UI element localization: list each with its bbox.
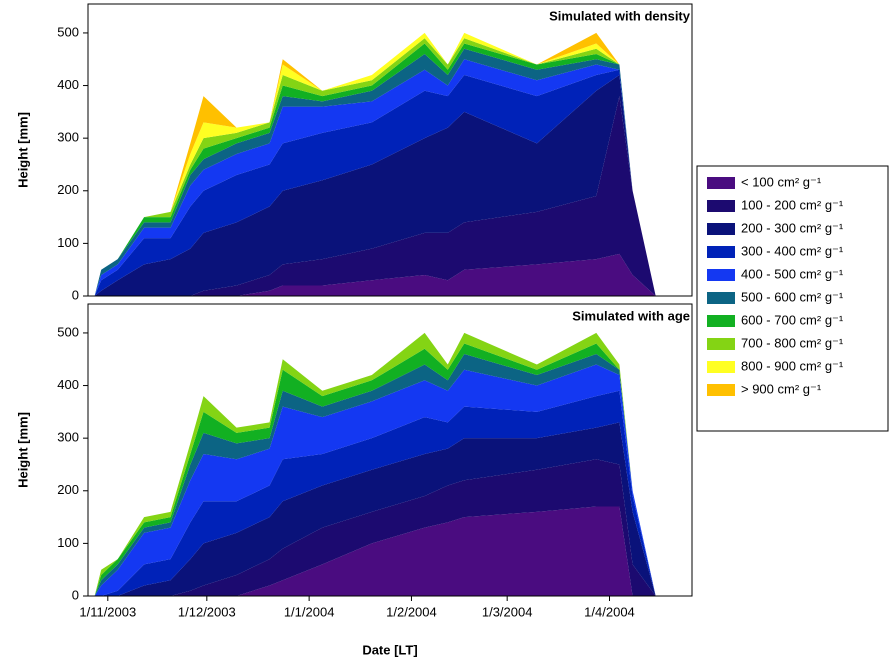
legend-swatch	[707, 384, 735, 396]
y-tick-label: 200	[57, 482, 79, 497]
y-tick-label: 500	[57, 324, 79, 339]
legend-label: 800 - 900 cm² g⁻¹	[741, 358, 844, 373]
y-tick-label: 100	[57, 235, 79, 250]
legend-swatch	[707, 177, 735, 189]
legend-label: 100 - 200 cm² g⁻¹	[741, 197, 844, 212]
legend-swatch	[707, 200, 735, 212]
y-tick-label: 400	[57, 77, 79, 92]
x-tick-label: 1/2/2004	[386, 604, 437, 619]
legend-swatch	[707, 292, 735, 304]
y-tick-label: 100	[57, 535, 79, 550]
y-tick-label: 0	[72, 587, 79, 602]
legend-label: 700 - 800 cm² g⁻¹	[741, 335, 844, 350]
plot-frame	[87, 3, 693, 297]
y-tick-label: 400	[57, 377, 79, 392]
area-layer	[94, 59, 656, 297]
legend-label: 300 - 400 cm² g⁻¹	[741, 243, 844, 258]
area-layer	[94, 422, 656, 596]
y-tick-label: 300	[57, 130, 79, 145]
x-tick-label: 1/1/2004	[284, 604, 335, 619]
x-tick-label: 1/12/2003	[178, 604, 236, 619]
panel-title: Simulated with age	[572, 308, 690, 323]
y-tick-label: 200	[57, 182, 79, 197]
legend-swatch	[707, 338, 735, 350]
y-tick-label: 500	[57, 24, 79, 39]
y-axis-label: Height [mm]	[15, 412, 30, 488]
legend-swatch	[707, 315, 735, 327]
area-layer	[94, 459, 656, 596]
x-tick-label: 1/4/2004	[584, 604, 635, 619]
legend-label: > 900 cm² g⁻¹	[741, 381, 822, 396]
legend-label: 500 - 600 cm² g⁻¹	[741, 289, 844, 304]
area-layer	[94, 69, 656, 296]
legend-label: 600 - 700 cm² g⁻¹	[741, 312, 844, 327]
legend-swatch	[707, 361, 735, 373]
x-tick-label: 1/3/2004	[482, 604, 533, 619]
legend-label: 200 - 300 cm² g⁻¹	[741, 220, 844, 235]
y-tick-label: 300	[57, 430, 79, 445]
area-layer	[94, 364, 656, 596]
x-tick-label: 1/11/2003	[79, 604, 136, 619]
area-layer	[94, 253, 656, 296]
x-axis-label: Date [LT]	[362, 642, 417, 657]
area-layer	[94, 75, 656, 296]
area-layer	[94, 96, 656, 296]
legend-swatch	[707, 269, 735, 281]
plot-frame	[87, 303, 693, 597]
y-axis-label: Height [mm]	[15, 112, 30, 188]
legend-swatch	[707, 223, 735, 235]
area-layer	[94, 506, 656, 596]
legend-label: < 100 cm² g⁻¹	[741, 174, 822, 189]
legend-swatch	[707, 246, 735, 258]
area-layer	[94, 390, 656, 596]
legend-label: 400 - 500 cm² g⁻¹	[741, 266, 844, 281]
y-tick-label: 0	[72, 287, 79, 302]
panel-title: Simulated with density	[549, 8, 691, 23]
area-layer	[94, 48, 656, 297]
